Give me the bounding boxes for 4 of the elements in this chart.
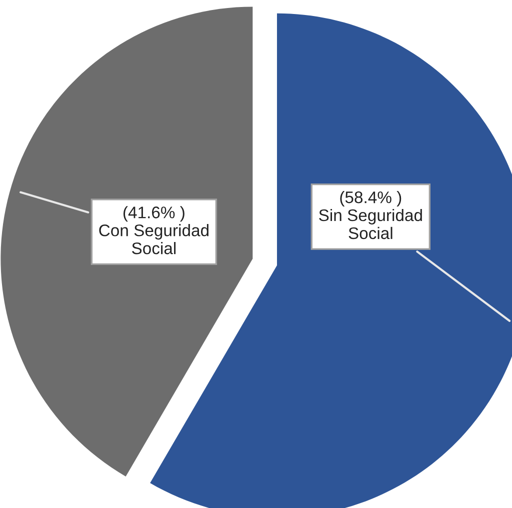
slice-label: Sin Seguridad Social — [319, 208, 422, 240]
data-label: (58.4% ) — [340, 190, 402, 207]
data-label: (41.6% ) — [123, 206, 184, 222]
slice-label: Con Seguridad Social — [99, 224, 208, 254]
